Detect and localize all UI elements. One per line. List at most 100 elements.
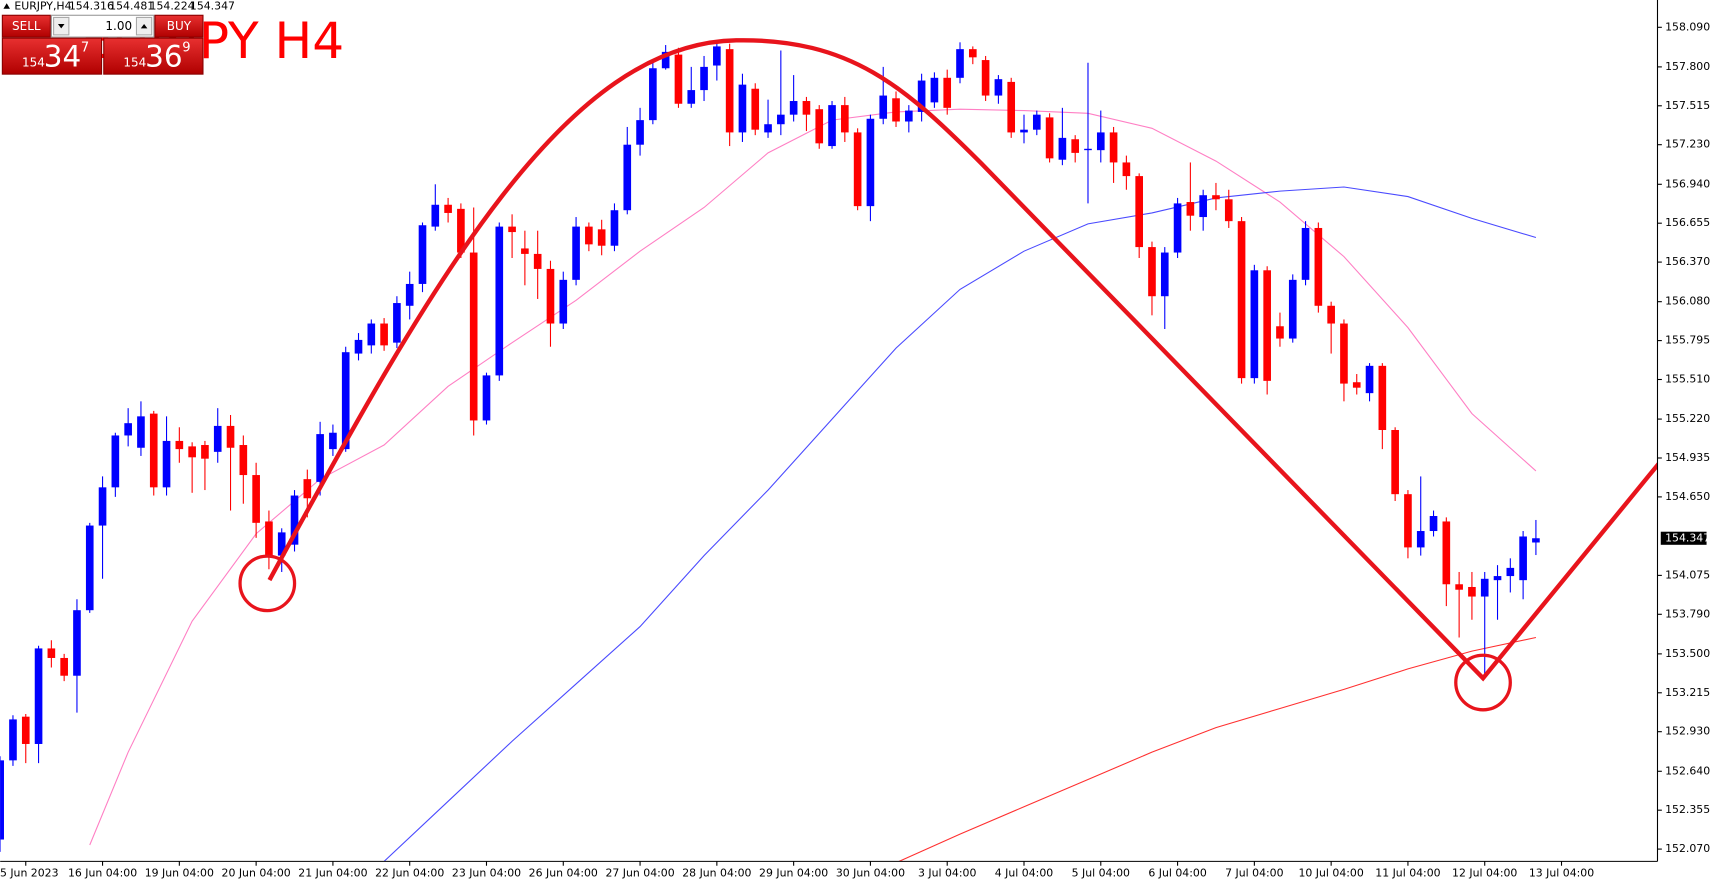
y-tick-label: 156.655 bbox=[1665, 216, 1710, 229]
y-tick-label: 152.640 bbox=[1665, 764, 1710, 777]
candle-body bbox=[994, 79, 1003, 96]
candle-body bbox=[1327, 305, 1335, 324]
candle-body bbox=[1480, 578, 1489, 597]
candle-body bbox=[380, 323, 388, 346]
candle-body bbox=[956, 49, 964, 78]
header: EURJPY,H4 154.316 154.481 154.224 154.34… bbox=[3, 0, 235, 13]
candle-body bbox=[905, 110, 913, 122]
candle-body bbox=[457, 208, 465, 253]
candle-body bbox=[1519, 536, 1527, 581]
y-tick-label: 154.935 bbox=[1665, 451, 1710, 464]
candle-body bbox=[34, 648, 43, 744]
candle-body bbox=[1468, 586, 1476, 597]
y-tick-label: 157.800 bbox=[1665, 60, 1710, 73]
buy-button[interactable] bbox=[154, 14, 204, 38]
x-tick-label: 20 Jun 04:00 bbox=[222, 866, 291, 879]
candle-body bbox=[572, 226, 580, 280]
candle-body bbox=[687, 90, 696, 104]
y-tick-label: 155.795 bbox=[1665, 334, 1710, 347]
candle-body bbox=[188, 446, 196, 458]
sell-button[interactable] bbox=[1, 14, 51, 38]
candle-body bbox=[226, 425, 235, 448]
candle-body bbox=[1173, 203, 1182, 253]
candle-body bbox=[789, 101, 798, 115]
x-tick-label: 27 Jun 04:00 bbox=[605, 866, 674, 879]
candle-body bbox=[1378, 365, 1387, 431]
candle-body bbox=[1237, 221, 1246, 379]
x-tick-label: 12 Jul 04:00 bbox=[1452, 866, 1517, 879]
x-tick-label: 26 Jun 04:00 bbox=[529, 866, 598, 879]
candle-body bbox=[277, 532, 286, 556]
candle-body bbox=[559, 279, 568, 324]
x-tick-label: 16 Jun 04:00 bbox=[68, 866, 137, 879]
candle-body bbox=[175, 440, 184, 450]
y-tick-label: 156.940 bbox=[1665, 177, 1710, 190]
candle-body bbox=[252, 475, 260, 523]
lot-field[interactable] bbox=[50, 14, 155, 38]
candle-body bbox=[1109, 132, 1118, 163]
y-tick-label: 153.215 bbox=[1665, 686, 1710, 699]
collapse-icon bbox=[3, 3, 10, 9]
candle-body bbox=[649, 68, 657, 121]
candle-body bbox=[764, 124, 772, 133]
candle-body bbox=[610, 210, 619, 246]
candle-body bbox=[1186, 202, 1195, 216]
candle-body bbox=[111, 435, 120, 488]
x-tick-label: 21 Jun 04:00 bbox=[298, 866, 367, 879]
x-tick-label: 23 Jun 04:00 bbox=[452, 866, 521, 879]
candle-body bbox=[1122, 162, 1131, 177]
candle-body bbox=[1506, 567, 1515, 577]
y-tick-label: 152.930 bbox=[1665, 725, 1710, 738]
candle-body bbox=[1352, 382, 1361, 388]
buy-label: BUY bbox=[167, 19, 192, 33]
candle-body bbox=[1084, 148, 1092, 151]
bid-small: 7 bbox=[81, 40, 89, 55]
candle-body bbox=[1429, 516, 1438, 532]
candle-body bbox=[239, 445, 248, 476]
candle-body bbox=[0, 760, 4, 840]
bid-main: 34 bbox=[44, 39, 81, 73]
candle-body bbox=[393, 303, 401, 343]
candle-body bbox=[1404, 494, 1412, 548]
ask-box[interactable] bbox=[103, 37, 204, 75]
candle-body bbox=[73, 610, 81, 676]
candle-body bbox=[85, 525, 94, 611]
candle-body bbox=[892, 98, 900, 122]
candle-body bbox=[1148, 247, 1156, 297]
y-tick-label: 153.790 bbox=[1665, 607, 1710, 620]
candle-body bbox=[585, 226, 593, 245]
x-tick-label: 15 Jun 2023 bbox=[0, 866, 59, 879]
candle-body bbox=[367, 323, 376, 346]
drawn-circle bbox=[238, 554, 297, 613]
candle-body bbox=[1058, 137, 1067, 160]
candle-body bbox=[815, 109, 824, 144]
candle-body bbox=[546, 268, 555, 324]
candle-body bbox=[700, 66, 708, 91]
x-tick-label: 29 Jun 04:00 bbox=[759, 866, 828, 879]
y-tick-label: 153.500 bbox=[1665, 647, 1710, 660]
candle-body bbox=[930, 77, 939, 103]
ohlc-open: 154.316 bbox=[69, 0, 114, 13]
bid-big: 154 bbox=[22, 56, 45, 70]
candle-body bbox=[201, 445, 209, 459]
up-arrow bbox=[140, 23, 148, 29]
candle-body bbox=[674, 54, 683, 104]
y-tick-label: 152.070 bbox=[1665, 842, 1710, 855]
bid-box[interactable] bbox=[1, 37, 103, 75]
moving-average bbox=[897, 636, 1537, 862]
candle-body bbox=[137, 416, 145, 448]
candle-body bbox=[1340, 323, 1348, 384]
y-tick-label: 156.370 bbox=[1665, 255, 1710, 268]
candle-body bbox=[597, 229, 606, 246]
candle-body bbox=[1314, 227, 1323, 306]
ask-main: 36 bbox=[145, 39, 182, 73]
candle-body bbox=[1135, 176, 1143, 248]
candle-body bbox=[290, 495, 299, 545]
candle-body bbox=[1020, 129, 1028, 133]
candle-body bbox=[162, 440, 171, 488]
candle-body bbox=[1071, 139, 1080, 153]
x-tick-label: 3 Jul 04:00 bbox=[918, 866, 976, 879]
y-tick-label: 152.355 bbox=[1665, 803, 1710, 816]
